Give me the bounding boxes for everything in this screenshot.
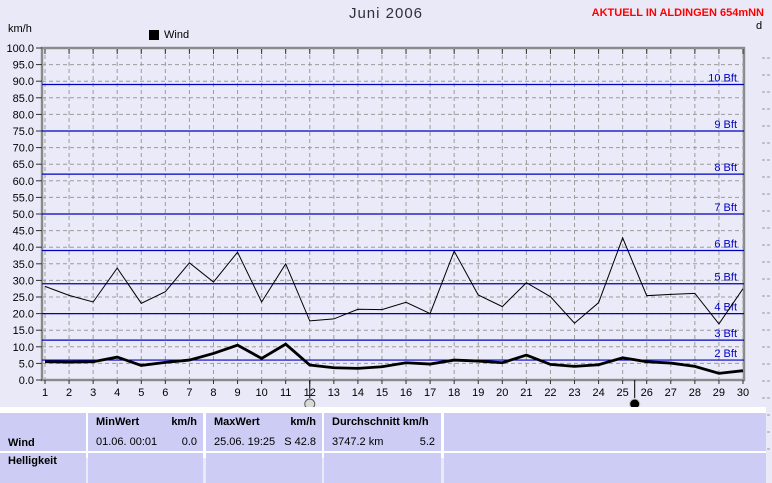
svg-text:60.0: 60.0 [13,176,34,188]
svg-text:2 Bft: 2 Bft [714,348,737,360]
durchschnitt-detail: 3747.2 km [332,436,384,448]
svg-text:95.0: 95.0 [13,60,34,72]
row-label-next: Helligkeit [8,455,57,467]
svg-text:22: 22 [544,387,556,399]
svg-text:5 Bft: 5 Bft [714,272,737,284]
svg-text:10: 10 [255,387,267,399]
svg-text:9: 9 [234,387,240,399]
svg-text:35.0: 35.0 [13,259,34,271]
svg-text:15: 15 [376,387,388,399]
svg-text:5.0: 5.0 [19,358,34,370]
svg-text:100.0: 100.0 [6,43,34,55]
maxwert-date: 25.06. 19:25 [214,436,276,448]
maxwert-cell: MaxWert km/h 25.06. 19:25 S 42.8 [206,413,322,451]
durchschnitt-cell: Durchschnitt km/h 3747.2 km 5.2 [324,413,441,451]
maxwert-header: MaxWert [214,416,260,428]
table-row-label-cell: Wind [0,413,86,451]
svg-text:11: 11 [280,387,291,399]
svg-text:21: 21 [520,387,532,399]
page-title: Juni 2006 [348,5,424,22]
svg-text:8: 8 [210,387,216,399]
durchschnitt-header: Durchschnitt km/h [332,416,429,428]
svg-text:65.0: 65.0 [13,159,34,171]
svg-text:75.0: 75.0 [13,126,34,138]
svg-text:3 Bft: 3 Bft [714,328,737,340]
svg-text:45.0: 45.0 [13,226,34,238]
svg-text:26: 26 [641,387,653,399]
maxwert-value: S 42.8 [284,436,316,448]
wind-daily-average-line [44,342,744,375]
svg-text:0.0: 0.0 [19,375,34,387]
svg-text:3: 3 [90,387,96,399]
row-label-wind: Wind [8,437,35,449]
svg-text:23: 23 [568,387,580,399]
svg-text:6: 6 [162,387,168,399]
svg-text:7: 7 [186,387,192,399]
svg-text:8 Bft: 8 Bft [714,162,737,174]
svg-text:40.0: 40.0 [13,242,34,254]
svg-text:10.0: 10.0 [13,342,34,354]
svg-text:28: 28 [689,387,701,399]
svg-text:4: 4 [114,387,120,399]
svg-text:19: 19 [472,387,484,399]
svg-text:6 Bft: 6 Bft [714,239,737,251]
minwert-cell: MinWert km/h 01.06. 00:01 0.0 [88,413,203,451]
svg-text:14: 14 [352,387,364,399]
svg-text:30.0: 30.0 [13,275,34,287]
weather-chart-page: { "header": { "title": "Juni 2006", "sta… [0,5,771,483]
svg-text:9 Bft: 9 Bft [714,119,737,131]
svg-text:25: 25 [617,387,629,399]
durchschnitt-value: 5.2 [419,436,435,448]
minwert-unit: km/h [171,416,197,428]
station-note: AKTUELL IN ALDINGEN 654mNN [591,7,764,19]
minwert-date: 01.06. 00:01 [96,436,158,448]
svg-text:10 Bft: 10 Bft [708,73,737,85]
wind-daily-max-line [44,236,744,325]
minwert-header: MinWert [96,416,140,428]
svg-text:29: 29 [713,387,725,399]
legend: Wind [149,29,189,41]
svg-text:55.0: 55.0 [13,192,34,204]
svg-text:13: 13 [328,387,340,399]
svg-text:5: 5 [138,387,144,399]
svg-text:18: 18 [448,387,460,399]
empty-cell [444,413,766,451]
y-axis-unit-label: km/h [8,23,32,35]
svg-text:17: 17 [424,387,436,399]
svg-text:7 Bft: 7 Bft [714,202,737,214]
svg-text:70.0: 70.0 [13,143,34,155]
svg-text:1: 1 [42,387,48,399]
legend-label: Wind [164,29,190,41]
svg-text:2: 2 [66,387,72,399]
svg-text:80.0: 80.0 [13,109,34,121]
svg-text:50.0: 50.0 [13,209,34,221]
next-panel-unit-label: d [756,20,763,32]
svg-text:25.0: 25.0 [13,292,34,304]
svg-text:30: 30 [737,387,749,399]
wind-month-chart: 2 Bft 3 Bft 4 Bft 5 Bft 6 Bft 7 Bft 8 Bft 9 Bft… [6,43,771,450]
svg-text:16: 16 [400,387,412,399]
svg-text:27: 27 [665,387,677,399]
svg-text:85.0: 85.0 [13,93,34,105]
svg-text:4 Bft: 4 Bft [714,302,737,314]
legend-swatch-icon [149,30,159,40]
svg-text:90.0: 90.0 [13,76,34,88]
maxwert-unit: km/h [290,416,316,428]
svg-text:24: 24 [592,387,604,399]
svg-text:15.0: 15.0 [13,325,34,337]
svg-text:20: 20 [496,387,508,399]
svg-text:20.0: 20.0 [13,309,34,321]
minwert-value: 0.0 [181,436,197,448]
